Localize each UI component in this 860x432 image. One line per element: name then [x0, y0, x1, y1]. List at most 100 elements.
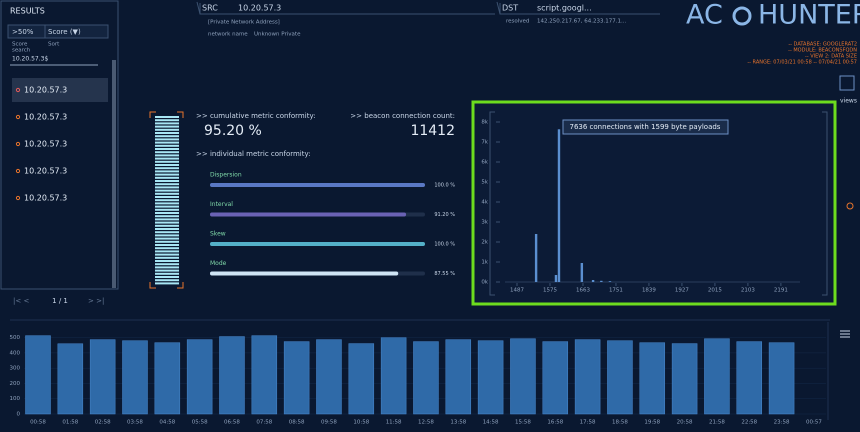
gauge-stripe: [155, 144, 179, 147]
x-tick-label: 20:58: [677, 420, 693, 426]
bar: [671, 343, 698, 415]
gauge-stripe: [155, 276, 179, 278]
histogram-bar: [534, 234, 538, 282]
gauge-stripe: [155, 148, 179, 150]
logo-icon: [732, 6, 752, 26]
views-label: views: [840, 98, 857, 105]
gauge-stripe: [155, 170, 179, 173]
result-ip[interactable]: 10.20.57.3: [24, 140, 67, 149]
gauge-stripe: [155, 266, 179, 269]
metric-list: Dispersion 100.0 % Interval 91.20 % Skew 100.…: [210, 172, 455, 277]
gauge-stripe: [155, 269, 179, 272]
x-tick-label: 04:58: [159, 420, 175, 426]
bar: [445, 339, 472, 415]
gauge-stripe: [155, 237, 179, 240]
filter-label: Score: [12, 42, 28, 48]
bar: [57, 343, 84, 415]
histogram-frame: [489, 111, 828, 296]
gauge-stripe: [155, 189, 179, 192]
src-frame: [196, 1, 495, 15]
metric-value: 100.0 %: [434, 242, 455, 248]
x-tick-label: 12:58: [418, 420, 434, 426]
selected-row: [12, 78, 108, 102]
gauge-stripe: [155, 250, 179, 253]
bar: [348, 343, 375, 415]
tooltip: 7636 connections with 1599 byte payloads: [570, 123, 721, 131]
x-tick-label: 17:58: [580, 420, 596, 426]
first-page[interactable]: |< <: [13, 297, 29, 305]
info-lines: -- DATABASE: GOOGLERAT2-- MODULE: BEACON…: [747, 42, 857, 66]
gauge-stripe: [155, 192, 179, 195]
x-tick-label: 2015: [708, 288, 722, 294]
metric-name: Interval: [210, 201, 233, 208]
x-tick-label: 13:58: [450, 420, 466, 426]
results-panel: [0, 0, 119, 290]
x-tick-label: 23:58: [774, 420, 790, 426]
x-tick-label: 1575: [543, 288, 557, 294]
info-line: -- DATABASE: GOOGLERAT2: [788, 42, 857, 48]
result-ip[interactable]: 10.20.57.3: [24, 194, 67, 203]
gauge-stripe: [155, 132, 179, 134]
gauge-stripe: [155, 173, 179, 176]
count-label: >> beacon connection count:: [350, 112, 455, 120]
bar: [122, 340, 148, 415]
y-tick-label: 8k: [481, 120, 488, 126]
last-page[interactable]: > >|: [88, 297, 104, 305]
metric-bar: [210, 242, 425, 246]
bar: [283, 341, 310, 415]
x-tick-label: 10:58: [353, 420, 369, 426]
result-ip[interactable]: 10.20.57.3: [24, 86, 67, 95]
gauge-stripe: [155, 202, 179, 205]
gauge-stripe: [155, 228, 179, 230]
gauge-stripe: [155, 221, 179, 224]
gauge-stripe: [155, 122, 179, 125]
gauge-stripe: [155, 183, 179, 186]
bar: [639, 342, 666, 415]
dst-label: DST: [502, 4, 518, 13]
row-dot: [15, 195, 21, 201]
y-tick-label: 500: [10, 335, 21, 341]
gauge-stripe: [155, 196, 179, 198]
gauge-stripe: [155, 208, 179, 211]
y-tick-label: 400: [10, 350, 21, 356]
bar: [219, 336, 245, 415]
view-radio[interactable]: [846, 202, 854, 210]
x-tick-label: 00:58: [30, 420, 46, 426]
bar: [736, 341, 763, 415]
gauge-stripe: [155, 125, 179, 128]
bar: [704, 338, 730, 415]
metric-value: 91.20 %: [434, 212, 455, 218]
bar: [768, 342, 795, 415]
sort-dropdown[interactable]: [44, 24, 109, 39]
bar: [251, 335, 278, 415]
timeline-menu[interactable]: [840, 330, 850, 338]
histogram-highlight: [471, 100, 837, 306]
gauge-stripe: [155, 151, 179, 154]
bar: [477, 340, 504, 415]
result-ip[interactable]: 10.20.57.3: [24, 167, 67, 176]
row-dot: [15, 114, 21, 120]
x-tick-label: 14:58: [483, 420, 499, 426]
scrollbar[interactable]: [112, 60, 116, 288]
bar: [316, 339, 342, 415]
gauge-stripe: [155, 186, 179, 189]
gauge-stripe: [155, 164, 179, 166]
x-tick-label: 11:58: [386, 420, 402, 426]
views-icon[interactable]: [839, 75, 855, 91]
x-tick-label: 1751: [609, 288, 623, 294]
logo-right: HUNTER: [758, 0, 860, 31]
y-tick-label: 1k: [481, 260, 488, 266]
x-tick-label: 2191: [774, 288, 788, 294]
search-label: search: [12, 48, 31, 54]
row-dot: [15, 141, 21, 147]
histogram: 0k 1k 2k 3k 4k 5k 6k 7k 8k 1487 1575 1663 1751 1839 19…: [481, 119, 800, 294]
dst-frame: [496, 1, 660, 15]
bar: [380, 337, 407, 415]
result-ip[interactable]: 10.20.57.3: [24, 113, 67, 122]
src-network-label: network name: [208, 32, 248, 38]
gauge-stripe: [155, 263, 179, 266]
gauge-stripe: [155, 260, 179, 262]
y-tick-label: 7k: [481, 140, 488, 146]
x-tick-label: 02:58: [95, 420, 111, 426]
